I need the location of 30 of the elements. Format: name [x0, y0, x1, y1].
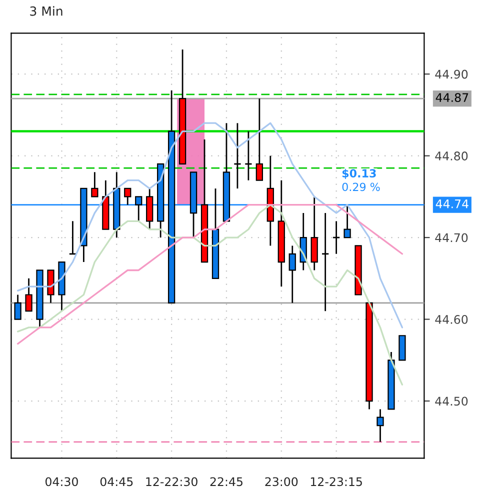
candlestick	[25, 278, 32, 312]
x-tick-label: 12-22:30	[146, 477, 198, 486]
candlestick	[135, 196, 142, 222]
candlestick	[288, 245, 296, 304]
x-tick-label: 04:45	[100, 477, 133, 486]
ref-line-label: 44.87	[436, 93, 468, 102]
x-tick-label: 23:00	[265, 477, 298, 486]
line-series	[16, 204, 404, 345]
annotation: 0.29 %	[342, 182, 380, 192]
candlestick	[124, 188, 132, 206]
line-series	[16, 122, 404, 328]
candlestick	[68, 220, 77, 255]
annotation: $0.13	[342, 168, 376, 179]
x-tick-label: 04:30	[45, 477, 78, 486]
y-tick-label: 44.70	[435, 233, 468, 242]
candlestick	[91, 171, 98, 198]
y-tick-label: 44.60	[435, 314, 468, 324]
x-tick-label: 22:45	[210, 477, 242, 486]
chart-title: 3 Min	[30, 6, 62, 16]
candlestick	[14, 294, 22, 320]
line-series	[16, 204, 404, 386]
candlestick	[376, 408, 384, 443]
y-tick-label: 44.90	[435, 70, 468, 79]
candlestick	[256, 98, 263, 182]
ref-line-label: 44.74	[436, 199, 468, 208]
candlestick	[344, 204, 351, 238]
y-tick-label: 44.80	[435, 152, 468, 160]
candlestick	[321, 212, 330, 312]
x-tick-label: 12-23:15	[310, 477, 362, 486]
y-tick-label: 44.50	[435, 396, 468, 406]
